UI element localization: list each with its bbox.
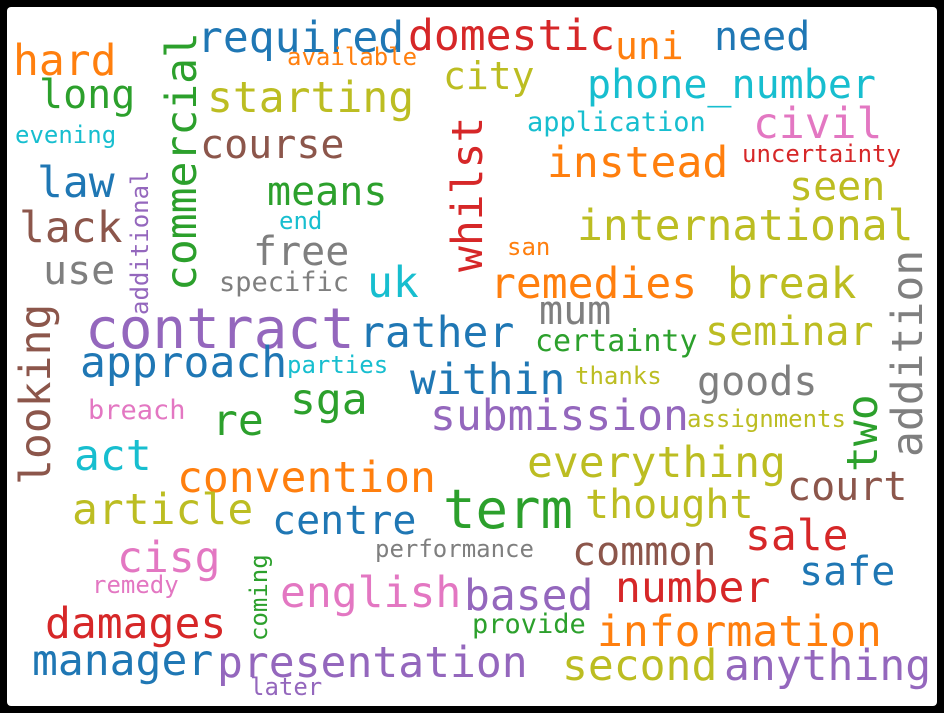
word-assignments: assignments — [687, 405, 846, 433]
word-evening: evening — [15, 121, 117, 149]
word-city: city — [443, 54, 535, 98]
word-based: based — [464, 571, 594, 621]
word-end: end — [279, 207, 323, 235]
word-certainty: certainty — [535, 324, 698, 359]
word-article: article — [72, 485, 254, 535]
word-whilst: whilst — [443, 116, 493, 272]
word-performance: performance — [375, 535, 534, 563]
word-uk: uk — [367, 258, 419, 308]
word-second: second — [562, 641, 718, 691]
word-english: english — [280, 568, 462, 618]
word-two: two — [838, 394, 888, 472]
word-re: re — [212, 396, 264, 446]
word-information: information — [597, 607, 882, 657]
word-lack: lack — [19, 203, 123, 253]
word-uncertainty: uncertainty — [742, 140, 901, 168]
word-starting: starting — [207, 73, 415, 123]
word-law: law — [37, 158, 115, 208]
word-hard: hard — [13, 36, 117, 86]
word-breach: breach — [88, 395, 186, 426]
word-later: later — [250, 673, 323, 701]
word-submission: submission — [430, 391, 689, 441]
word-seen: seen — [789, 164, 886, 210]
word-use: use — [43, 248, 116, 294]
word-presentation: presentation — [217, 638, 528, 688]
word-additional: additional — [126, 170, 154, 316]
word-international: international — [577, 201, 914, 251]
word-court: court — [787, 464, 908, 510]
word-goods: goods — [697, 359, 818, 405]
word-common: common — [572, 529, 717, 575]
word-number: number — [615, 563, 771, 613]
word-within: within — [410, 355, 566, 405]
word-approach: approach — [80, 338, 288, 388]
word-contract: contract — [85, 297, 355, 362]
word-provide: provide — [472, 609, 586, 640]
word-everything: everything — [527, 438, 786, 488]
word-break: break — [727, 259, 857, 309]
word-cisg: cisg — [117, 533, 221, 583]
word-domestic: domestic — [408, 11, 616, 61]
word-phone-number: phone_number — [587, 62, 876, 108]
word-sga: sga — [290, 375, 368, 425]
word-course: course — [200, 122, 345, 168]
word-san: san — [507, 233, 551, 261]
word-available: available — [287, 43, 418, 71]
word-convention: convention — [177, 453, 436, 503]
word-seminar: seminar — [705, 309, 874, 355]
word-thanks: thanks — [575, 362, 662, 390]
word-parties: parties — [287, 351, 389, 379]
word-specific: specific — [219, 267, 350, 298]
word-act: act — [74, 431, 152, 481]
word-looking: looking — [11, 303, 61, 485]
word-commercial: commercial — [157, 32, 207, 291]
word-civil: civil — [753, 99, 883, 149]
word-coming: coming — [245, 554, 273, 641]
word-rather: rather — [359, 308, 515, 358]
word-remedy: remedy — [92, 571, 179, 599]
word-long: long — [39, 72, 136, 118]
word-remedies: remedies — [490, 259, 698, 309]
word-need: need — [714, 14, 811, 60]
word-manager: manager — [32, 636, 214, 686]
word-mum: mum — [539, 288, 612, 334]
word-damages: damages — [45, 599, 227, 649]
word-uni: uni — [615, 24, 684, 68]
word-centre: centre — [272, 498, 417, 544]
word-sale: sale — [745, 511, 849, 561]
word-application: application — [527, 107, 706, 138]
word-addition: addition — [883, 249, 933, 457]
word-required: required — [197, 13, 405, 63]
word-instead: instead — [547, 138, 729, 188]
word-safe: safe — [799, 549, 896, 595]
word-means: means — [267, 169, 388, 215]
word-thought: thought — [585, 482, 754, 528]
word-anything: anything — [724, 641, 932, 691]
word-free: free — [253, 229, 350, 275]
word-term: term — [443, 478, 574, 541]
word-cloud: required domestic uni need hard availabl… — [7, 7, 937, 706]
